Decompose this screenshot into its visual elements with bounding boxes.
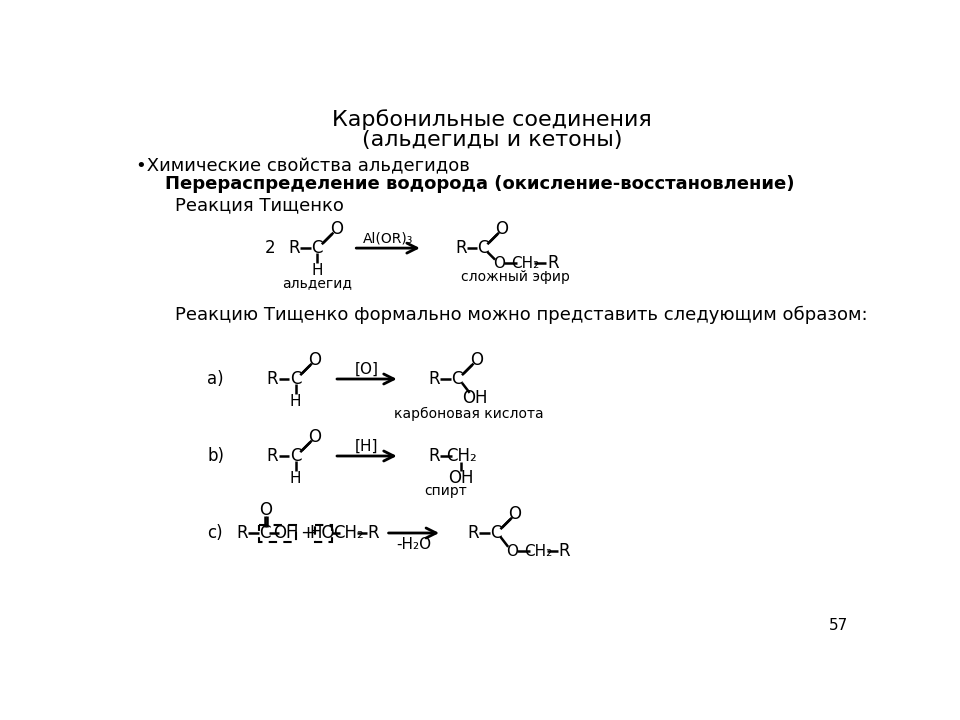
Text: -H₂O: -H₂O bbox=[396, 537, 431, 552]
Text: c): c) bbox=[207, 524, 223, 542]
Text: R: R bbox=[547, 254, 559, 272]
Text: CH₂: CH₂ bbox=[445, 447, 476, 465]
Text: H: H bbox=[290, 471, 301, 486]
Text: CH₂: CH₂ bbox=[524, 544, 552, 559]
Text: [O]: [O] bbox=[354, 361, 378, 377]
Text: R: R bbox=[428, 447, 440, 465]
Text: +: + bbox=[300, 524, 315, 542]
Text: Al(OR)₃: Al(OR)₃ bbox=[363, 232, 413, 246]
Text: Перераспределение водорода (окисление-восстановление): Перераспределение водорода (окисление-во… bbox=[165, 175, 794, 193]
Text: R: R bbox=[236, 524, 248, 542]
Text: R: R bbox=[559, 542, 570, 560]
Text: O: O bbox=[470, 351, 483, 369]
Text: 57: 57 bbox=[828, 618, 848, 633]
Text: O: O bbox=[492, 256, 505, 271]
Text: HO: HO bbox=[310, 524, 335, 542]
Text: CH₂: CH₂ bbox=[511, 256, 540, 271]
Text: C: C bbox=[311, 239, 323, 257]
Text: карбоновая кислота: карбоновая кислота bbox=[395, 407, 543, 420]
Bar bbox=[259, 526, 297, 542]
Text: R: R bbox=[467, 524, 479, 542]
Text: C: C bbox=[290, 370, 301, 388]
Text: H: H bbox=[311, 263, 323, 278]
Text: O: O bbox=[330, 220, 343, 238]
Bar bbox=[315, 526, 332, 542]
Text: Реакция Тищенко: Реакция Тищенко bbox=[175, 197, 344, 215]
Text: спирт: спирт bbox=[424, 484, 468, 498]
Text: H: H bbox=[290, 394, 301, 409]
Text: R: R bbox=[288, 239, 300, 257]
Text: C: C bbox=[477, 239, 489, 257]
Text: OH: OH bbox=[448, 469, 474, 487]
Text: сложный эфир: сложный эфир bbox=[461, 270, 569, 284]
Text: O: O bbox=[506, 544, 518, 559]
Text: C: C bbox=[451, 370, 463, 388]
Text: R: R bbox=[455, 239, 467, 257]
Text: O: O bbox=[495, 220, 509, 238]
Text: •Химические свойства альдегидов: •Химические свойства альдегидов bbox=[136, 157, 470, 175]
Text: R: R bbox=[368, 524, 379, 542]
Text: R: R bbox=[267, 447, 278, 465]
Text: (альдегиды и кетоны): (альдегиды и кетоны) bbox=[362, 130, 622, 150]
Text: Реакцию Тищенко формально можно представить следующим образом:: Реакцию Тищенко формально можно представ… bbox=[175, 306, 868, 324]
Text: O: O bbox=[259, 501, 272, 519]
Text: Карбонильные соединения: Карбонильные соединения bbox=[332, 109, 652, 130]
Text: O: O bbox=[509, 505, 521, 523]
Text: C: C bbox=[491, 524, 501, 542]
Text: OH: OH bbox=[273, 524, 299, 542]
Text: C: C bbox=[259, 524, 271, 542]
Text: O: O bbox=[308, 428, 322, 446]
Text: CH₂: CH₂ bbox=[332, 524, 364, 542]
Text: O: O bbox=[308, 351, 322, 369]
Text: R: R bbox=[428, 370, 440, 388]
Text: альдегид: альдегид bbox=[282, 276, 352, 289]
Text: OH: OH bbox=[463, 390, 488, 408]
Text: b): b) bbox=[207, 447, 224, 465]
Text: [H]: [H] bbox=[355, 438, 378, 454]
Text: 2: 2 bbox=[265, 239, 276, 257]
Text: R: R bbox=[267, 370, 278, 388]
Text: a): a) bbox=[207, 370, 224, 388]
Text: C: C bbox=[290, 447, 301, 465]
